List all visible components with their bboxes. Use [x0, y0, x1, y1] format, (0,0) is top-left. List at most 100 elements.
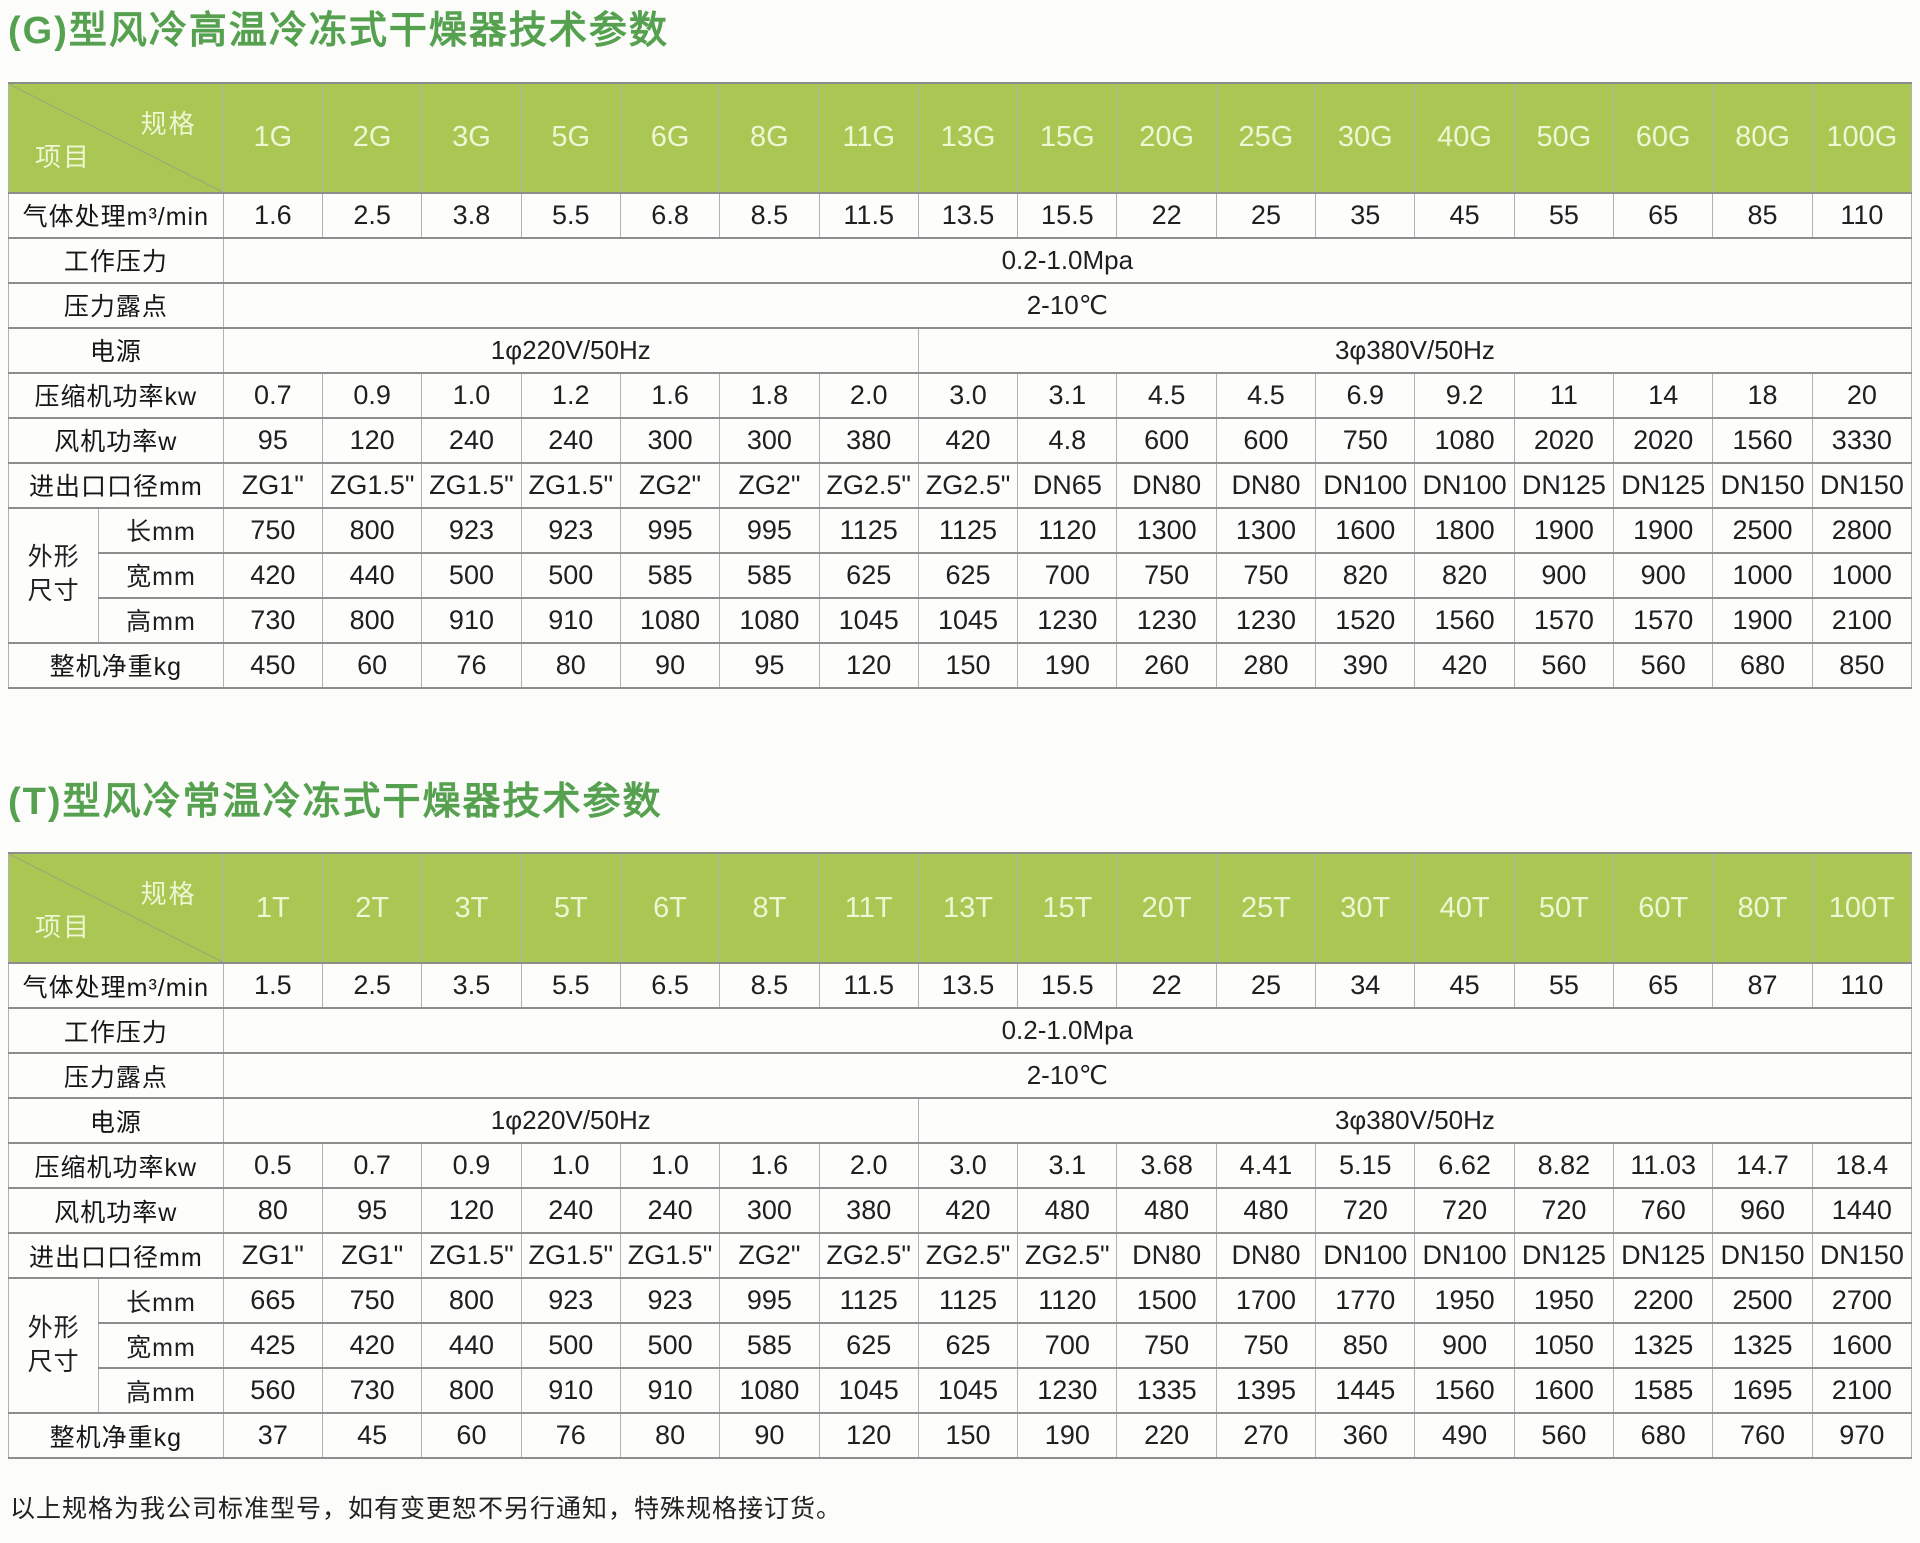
value-cell: DN125 — [1513, 1232, 1615, 1280]
value-cell: 60 — [321, 641, 423, 689]
value-cell: 45 — [1414, 962, 1515, 1010]
value-cell: ZG1.5" — [520, 1232, 621, 1280]
value-cell: 1700 — [1215, 1277, 1317, 1325]
value-cell: 720 — [1513, 1187, 1615, 1235]
value-cell: 1000 — [1712, 551, 1813, 599]
model-header: 40T — [1414, 852, 1515, 965]
value-cell: 665 — [222, 1277, 323, 1325]
value-cell: 1.6 — [222, 191, 323, 239]
value-cell: 1.0 — [421, 371, 522, 419]
value-cell: 910 — [619, 1367, 721, 1415]
value-cell: 425 — [222, 1322, 323, 1370]
value-cell: 60 — [421, 1412, 522, 1460]
value-cell: 6.8 — [619, 191, 721, 239]
value-cell: 1120 — [1017, 1277, 1118, 1325]
value-cell: 120 — [818, 1412, 919, 1460]
row-label: 压缩机功率kw — [8, 371, 224, 419]
value-cell: 3330 — [1811, 416, 1913, 464]
table-row: 高mm 560 730 800 910 910 1080 1045 1045 1230 1335 13… — [9, 1367, 1913, 1415]
model-header: 13G — [917, 81, 1019, 194]
value-cell: 490 — [1414, 1412, 1515, 1460]
row-label: 压缩机功率kw — [8, 1142, 224, 1190]
value-cell: ZG2.5" — [818, 461, 919, 509]
value-cell: 37 — [222, 1412, 323, 1460]
value-cell: 1230 — [1116, 596, 1217, 644]
table-row: 高mm 730 800 910 910 1080 1080 1045 1045 1230 1230 1… — [9, 596, 1913, 644]
value-cell: 280 — [1215, 641, 1317, 689]
value-cell: 120 — [818, 641, 919, 689]
row-label: 工作压力 — [8, 236, 224, 284]
value-cell: 8.5 — [719, 962, 820, 1010]
value-cell: 9.2 — [1414, 371, 1515, 419]
value-cell: 8.82 — [1513, 1142, 1615, 1190]
value-cell: 625 — [917, 1322, 1019, 1370]
row-label: 整机净重kg — [8, 1412, 224, 1460]
model-header: 25T — [1215, 852, 1317, 965]
value-cell: ZG1.5" — [520, 461, 621, 509]
value-cell: 25 — [1215, 962, 1317, 1010]
value-cell: 1080 — [619, 596, 721, 644]
value-cell: 500 — [520, 551, 621, 599]
row-label: 整机净重kg — [8, 641, 224, 689]
model-header: 80T — [1712, 852, 1813, 965]
value-cell: 1445 — [1315, 1367, 1416, 1415]
value-cell: 1440 — [1811, 1187, 1913, 1235]
value-cell: 14 — [1613, 371, 1714, 419]
value-cell: 750 — [321, 1277, 423, 1325]
model-header: 13T — [917, 852, 1019, 965]
value-cell: 560 — [222, 1367, 323, 1415]
table-row: 宽mm 425 420 440 500 500 585 625 625 700 750 750 850 9… — [9, 1322, 1913, 1370]
value-cell: 750 — [222, 506, 323, 554]
model-header: 11T — [818, 852, 919, 965]
model-header: 3G — [421, 81, 522, 194]
value-cell: 440 — [321, 551, 423, 599]
value-cell: DN150 — [1811, 461, 1913, 509]
value-cell: 360 — [1315, 1412, 1416, 1460]
model-header: 20G — [1116, 81, 1217, 194]
value-cell: 3.0 — [917, 1142, 1019, 1190]
header-corner-cell: 规格 项目 — [8, 852, 224, 965]
model-header-row: 规格 项目 1T 2T 3T 5T 6T 8T 11T 13T 15T 20T 25T 30T 40T 50T… — [8, 852, 1913, 965]
value-cell: 2020 — [1513, 416, 1615, 464]
value-cell: 420 — [222, 551, 323, 599]
value-cell: ZG1.5" — [421, 461, 522, 509]
value-cell: 1230 — [1017, 596, 1118, 644]
value-cell: 2.5 — [321, 962, 423, 1010]
value-cell: 800 — [421, 1277, 522, 1325]
value-cell: DN125 — [1613, 461, 1714, 509]
value-cell: 76 — [520, 1412, 621, 1460]
value-cell: 150 — [917, 641, 1019, 689]
model-header-row: 规格 项目 1G 2G 3G 5G 6G 8G 11G 13G 15G 20G 25G 30G 40G 50G… — [8, 81, 1913, 194]
value-cell: 11.5 — [818, 191, 919, 239]
value-cell: DN100 — [1414, 461, 1515, 509]
corner-spec-label: 规格 — [140, 879, 197, 910]
footer-note: 以上规格为我公司标准型号，如有变更恕不另行通知，特殊规格接订货。 — [10, 1495, 843, 1524]
value-cell: 1900 — [1513, 506, 1615, 554]
value-cell: 440 — [421, 1322, 522, 1370]
value-cell: 6.62 — [1414, 1142, 1515, 1190]
t-spec-table: 规格 项目 1T 2T 3T 5T 6T 8T 11T 13T 15T 20T 25T 30T 40T 50T… — [7, 852, 1913, 1460]
value-cell: 1120 — [1017, 506, 1118, 554]
value-cell: 1230 — [1017, 1367, 1118, 1415]
value-cell: 1.0 — [520, 1142, 621, 1190]
value-cell: 1585 — [1613, 1367, 1714, 1415]
value-cell: 700 — [1017, 1322, 1118, 1370]
model-header: 5T — [520, 852, 621, 965]
model-header: 6G — [619, 81, 721, 194]
value-cell: 0.9 — [321, 371, 423, 419]
value-cell: 480 — [1116, 1187, 1217, 1235]
value-cell: 5.5 — [520, 962, 621, 1010]
value-cell: 3.8 — [421, 191, 522, 239]
value-cell: 1325 — [1613, 1322, 1714, 1370]
value-cell: 585 — [719, 1322, 820, 1370]
dimension-sub-label: 长mm — [98, 1277, 224, 1325]
value-cell: 750 — [1215, 551, 1317, 599]
value-cell: 730 — [222, 596, 323, 644]
value-cell: ZG2" — [719, 1232, 820, 1280]
value-cell: 35 — [1315, 191, 1416, 239]
table-row: 电源 1φ220V/50Hz 3φ380V/50Hz — [8, 1097, 1913, 1145]
merged-value-cell: 0.2-1.0Mpa — [222, 1007, 1913, 1055]
value-cell: 4.8 — [1017, 416, 1118, 464]
value-cell: 2500 — [1712, 1277, 1813, 1325]
value-cell: 6.9 — [1315, 371, 1416, 419]
